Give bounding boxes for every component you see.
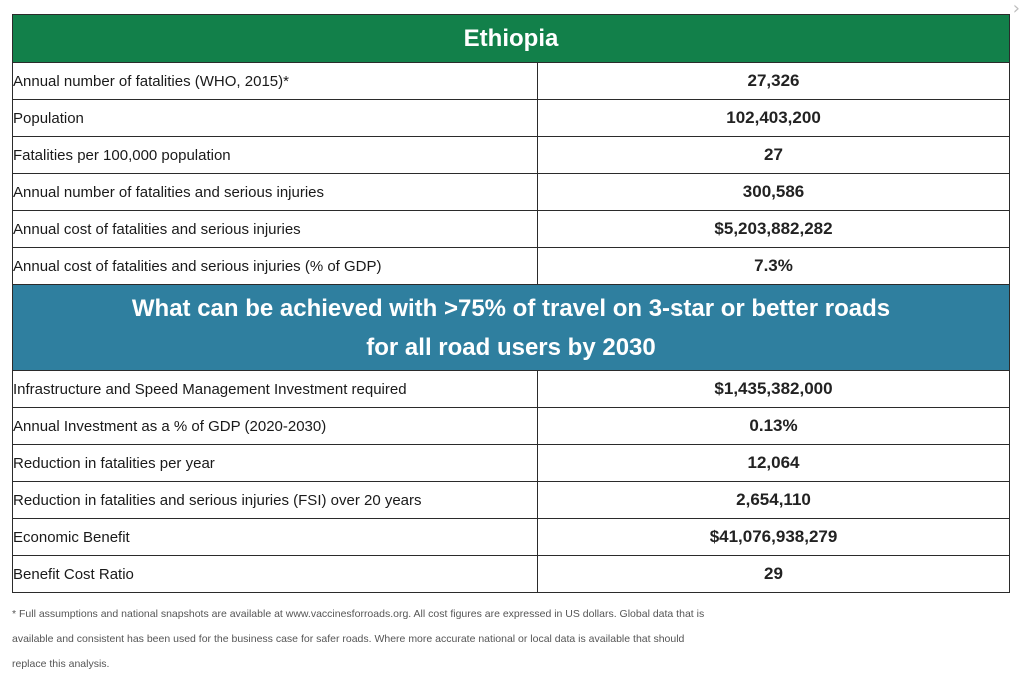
row-value: 12,064 (536, 444, 1011, 482)
section-heading-row: What can be achieved with >75% of travel… (11, 284, 1011, 371)
country-snapshot-table: Ethiopia Annual number of fatalities (WH… (11, 14, 1011, 593)
row-label: Reduction in fatalities per year (12, 444, 538, 482)
row-label: Annual cost of fatalities and serious in… (12, 210, 538, 248)
row-label: Economic Benefit (12, 518, 538, 556)
row-label: Infrastructure and Speed Management Inve… (12, 370, 538, 408)
row-label: Annual Investment as a % of GDP (2020-20… (12, 407, 538, 445)
row-value: 0.13% (536, 407, 1011, 445)
title-row: Ethiopia (11, 14, 1011, 63)
row-value: 7.3% (536, 247, 1011, 285)
country-snapshot-table-container: Ethiopia Annual number of fatalities (WH… (11, 14, 1011, 593)
table-row: Annual Investment as a % of GDP (2020-20… (12, 407, 1011, 445)
chevron-right-icon[interactable]: › (1012, 0, 1020, 19)
row-label: Benefit Cost Ratio (12, 555, 538, 593)
row-value: $1,435,382,000 (536, 370, 1011, 408)
row-label: Annual number of fatalities and serious … (12, 173, 538, 211)
row-value: 300,586 (536, 173, 1011, 211)
table-row: Reduction in fatalities per year 12,064 (12, 444, 1011, 482)
table-row: Annual number of fatalities and serious … (12, 173, 1011, 211)
table-row: Benefit Cost Ratio 29 (12, 555, 1011, 593)
row-label: Annual cost of fatalities and serious in… (12, 247, 538, 285)
table-row: Reduction in fatalities and serious inju… (12, 481, 1011, 519)
table-row: Fatalities per 100,000 population 27 (12, 136, 1011, 174)
section-heading-line-1: What can be achieved with >75% of travel… (131, 294, 891, 322)
row-value: 27,326 (536, 62, 1011, 100)
country-title: Ethiopia (11, 14, 1011, 63)
section-heading: What can be achieved with >75% of travel… (11, 284, 1011, 371)
section-heading-line-2: for all road users by 2030 (366, 333, 656, 361)
row-value: 27 (536, 136, 1011, 174)
table-row: Infrastructure and Speed Management Inve… (12, 370, 1011, 408)
footnote-line-1: * Full assumptions and national snapshot… (12, 608, 705, 620)
row-value: 2,654,110 (536, 481, 1011, 519)
footnote: * Full assumptions and national snapshot… (12, 602, 1012, 677)
footnote-line-3: replace this analysis. (12, 658, 110, 670)
row-label: Reduction in fatalities and serious inju… (12, 481, 538, 519)
row-label: Annual number of fatalities (WHO, 2015)* (12, 62, 538, 100)
row-label: Population (12, 99, 538, 137)
row-value: $41,076,938,279 (536, 518, 1011, 556)
row-value: 102,403,200 (536, 99, 1011, 137)
table-row: Annual cost of fatalities and serious in… (12, 247, 1011, 285)
row-value: 29 (536, 555, 1011, 593)
table-row: Annual cost of fatalities and serious in… (12, 210, 1011, 248)
row-value: $5,203,882,282 (536, 210, 1011, 248)
footnote-line-2: available and consistent has been used f… (12, 633, 685, 645)
row-label: Fatalities per 100,000 population (12, 136, 538, 174)
table-row: Population 102,403,200 (12, 99, 1011, 137)
table-row: Economic Benefit $41,076,938,279 (12, 518, 1011, 556)
table-row: Annual number of fatalities (WHO, 2015)*… (12, 62, 1011, 100)
